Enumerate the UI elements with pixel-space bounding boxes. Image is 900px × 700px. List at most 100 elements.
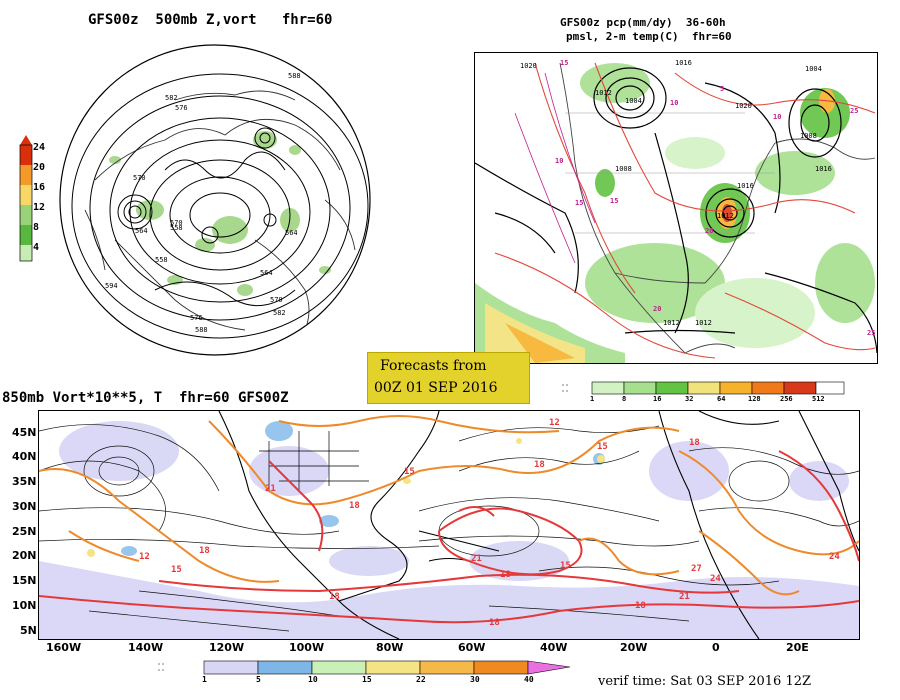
temp-label: 10	[555, 157, 563, 165]
cb-tr-tick: 1	[590, 395, 595, 403]
cb-tl-tick-4: 8	[33, 222, 40, 233]
cb-tl-tick-0: 24	[33, 142, 46, 153]
temp-label: 10	[773, 113, 781, 121]
top-left-colorbar	[19, 135, 33, 262]
top-right-title-1: GFS00z pcp(mm/dy) 36-60h	[560, 16, 726, 29]
lat-label: 20N	[12, 549, 37, 562]
bottom-temp-label: 18	[349, 501, 360, 511]
bottom-temp-label: 15	[597, 442, 608, 452]
polar-label: 564	[135, 227, 148, 235]
verif-time: verif time: Sat 03 SEP 2016 12Z	[598, 674, 812, 689]
cb-tr-ticks: 1 8 16 32 64 128 256 512	[562, 395, 852, 405]
lat-label: 15N	[12, 574, 37, 587]
badge-line-1: Forecasts from	[380, 358, 487, 374]
temp-label: 10	[670, 99, 678, 107]
polar-label: 576	[175, 104, 188, 112]
precip-map: 1020 1012 1004 1016 1020 1008 1012 1016 …	[474, 52, 878, 364]
forecast-badge: Forecasts from 00Z 01 SEP 2016	[367, 352, 530, 404]
temp-label: 20	[705, 227, 713, 235]
lat-label: 5N	[20, 624, 37, 637]
bottom-temp-label: 27	[691, 564, 702, 574]
polar-label: 594	[105, 282, 118, 290]
lat-label: 10N	[12, 599, 37, 612]
cb-b-tick: 15	[362, 675, 372, 684]
polar-label: 564	[285, 229, 298, 237]
bottom-temp-label: 18	[489, 618, 500, 628]
bottom-temp-label: 12	[139, 552, 150, 562]
polar-label: 582	[165, 94, 178, 102]
polar-label: 576	[190, 314, 203, 322]
bottom-temp-label: 18	[199, 546, 210, 556]
bottom-temp-label: 15	[171, 565, 182, 575]
bottom-temp-label: 18	[635, 601, 646, 611]
tropics-map: 15 18 21 15 18 12 15 18 18 21 18 15 18 1…	[38, 410, 860, 640]
bottom-temp-label: 15	[404, 467, 415, 477]
isobar-label: 1004	[805, 65, 822, 73]
bottom-temp-label: 21	[471, 554, 482, 564]
temp-label: 20	[653, 305, 661, 313]
isobar-label: 1012	[695, 319, 712, 327]
cb-tr-tick: 512	[812, 395, 825, 403]
bottom-temp-label: 21	[679, 592, 690, 602]
bottom-temp-label: 12	[549, 418, 560, 428]
cb-b-tick: 5	[256, 675, 261, 684]
cb-b-tick: 40	[524, 675, 534, 684]
isobar-label: 1020	[735, 102, 752, 110]
isobar-label: 1016	[815, 165, 832, 173]
isobar-label: 1020	[520, 62, 537, 70]
isobar-label: 1012	[717, 212, 734, 220]
isobar-label: 1008	[800, 132, 817, 140]
cb-tr-tick: 64	[717, 395, 726, 403]
lon-label: 80W	[376, 641, 404, 654]
isobar-label: 1012	[663, 319, 680, 327]
polar-label: 588	[195, 326, 208, 334]
lon-label: 20E	[786, 641, 809, 654]
lon-label: 120W	[209, 641, 245, 654]
temp-label: 25	[850, 107, 858, 115]
bottom-temp-label: 15	[560, 561, 571, 571]
polar-label: 582	[273, 309, 286, 317]
temp-label: 15	[610, 197, 618, 205]
cb-b-tick: 30	[470, 675, 480, 684]
cb-tl-tick-3: 12	[33, 202, 46, 213]
polar-label: 570	[133, 174, 146, 182]
lat-label: 40N	[12, 450, 37, 463]
cb-tr-tick: 256	[780, 395, 793, 403]
temp-label: 15	[560, 59, 568, 67]
lon-label: 100W	[289, 641, 325, 654]
cb-tr-tick: 128	[748, 395, 761, 403]
cb-b-tick: 10	[308, 675, 318, 684]
lon-label: 60W	[458, 641, 486, 654]
polar-label: 558	[170, 224, 183, 232]
isobar-label: 1016	[675, 59, 692, 67]
bottom-temp-label: 18	[500, 570, 511, 580]
cb-tr-tick: 16	[653, 395, 662, 403]
lon-label: 0	[712, 641, 720, 654]
polar-label: 558	[155, 256, 168, 264]
bottom-temp-label: 21	[265, 484, 276, 494]
cb-b-tick: 22	[416, 675, 426, 684]
badge-line-2: 00Z 01 SEP 2016	[374, 380, 498, 396]
lat-label: 35N	[12, 475, 37, 488]
bottom-temp-label: 18	[534, 460, 545, 470]
cb-tr-tick: 8	[622, 395, 627, 403]
cb-tl-tick-1: 20	[33, 162, 46, 173]
top-right-colorbar	[562, 381, 845, 395]
cb-tl-tick-5: 4	[33, 242, 40, 253]
cb-bottom-ticks: 1 5 10 15 22 30 40	[158, 675, 578, 685]
lon-label: 20W	[620, 641, 648, 654]
top-left-title: GFS00z 500mb Z,vort fhr=60	[88, 12, 333, 28]
bottom-temp-label: 18	[329, 592, 340, 602]
temp-label: 5	[720, 85, 724, 93]
lon-label: 160W	[46, 641, 82, 654]
polar-map: 582 576 570 588 564 558 594 570 564 588 …	[59, 44, 371, 356]
bottom-title: 850mb Vort*10**5, T fhr=60 GFS00Z	[2, 390, 289, 406]
lat-label: 45N	[12, 426, 37, 439]
bottom-colorbar	[158, 660, 571, 675]
lat-label: 25N	[12, 525, 37, 538]
polar-label: 564	[260, 269, 273, 277]
temp-label: 15	[575, 199, 583, 207]
bottom-temp-label: 24	[710, 574, 721, 584]
lat-label: 30N	[12, 500, 37, 513]
polar-label: 570	[270, 296, 283, 304]
